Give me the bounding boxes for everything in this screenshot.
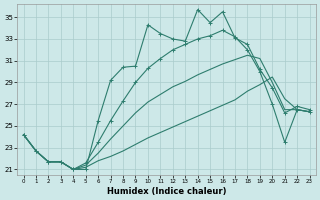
- X-axis label: Humidex (Indice chaleur): Humidex (Indice chaleur): [107, 187, 226, 196]
